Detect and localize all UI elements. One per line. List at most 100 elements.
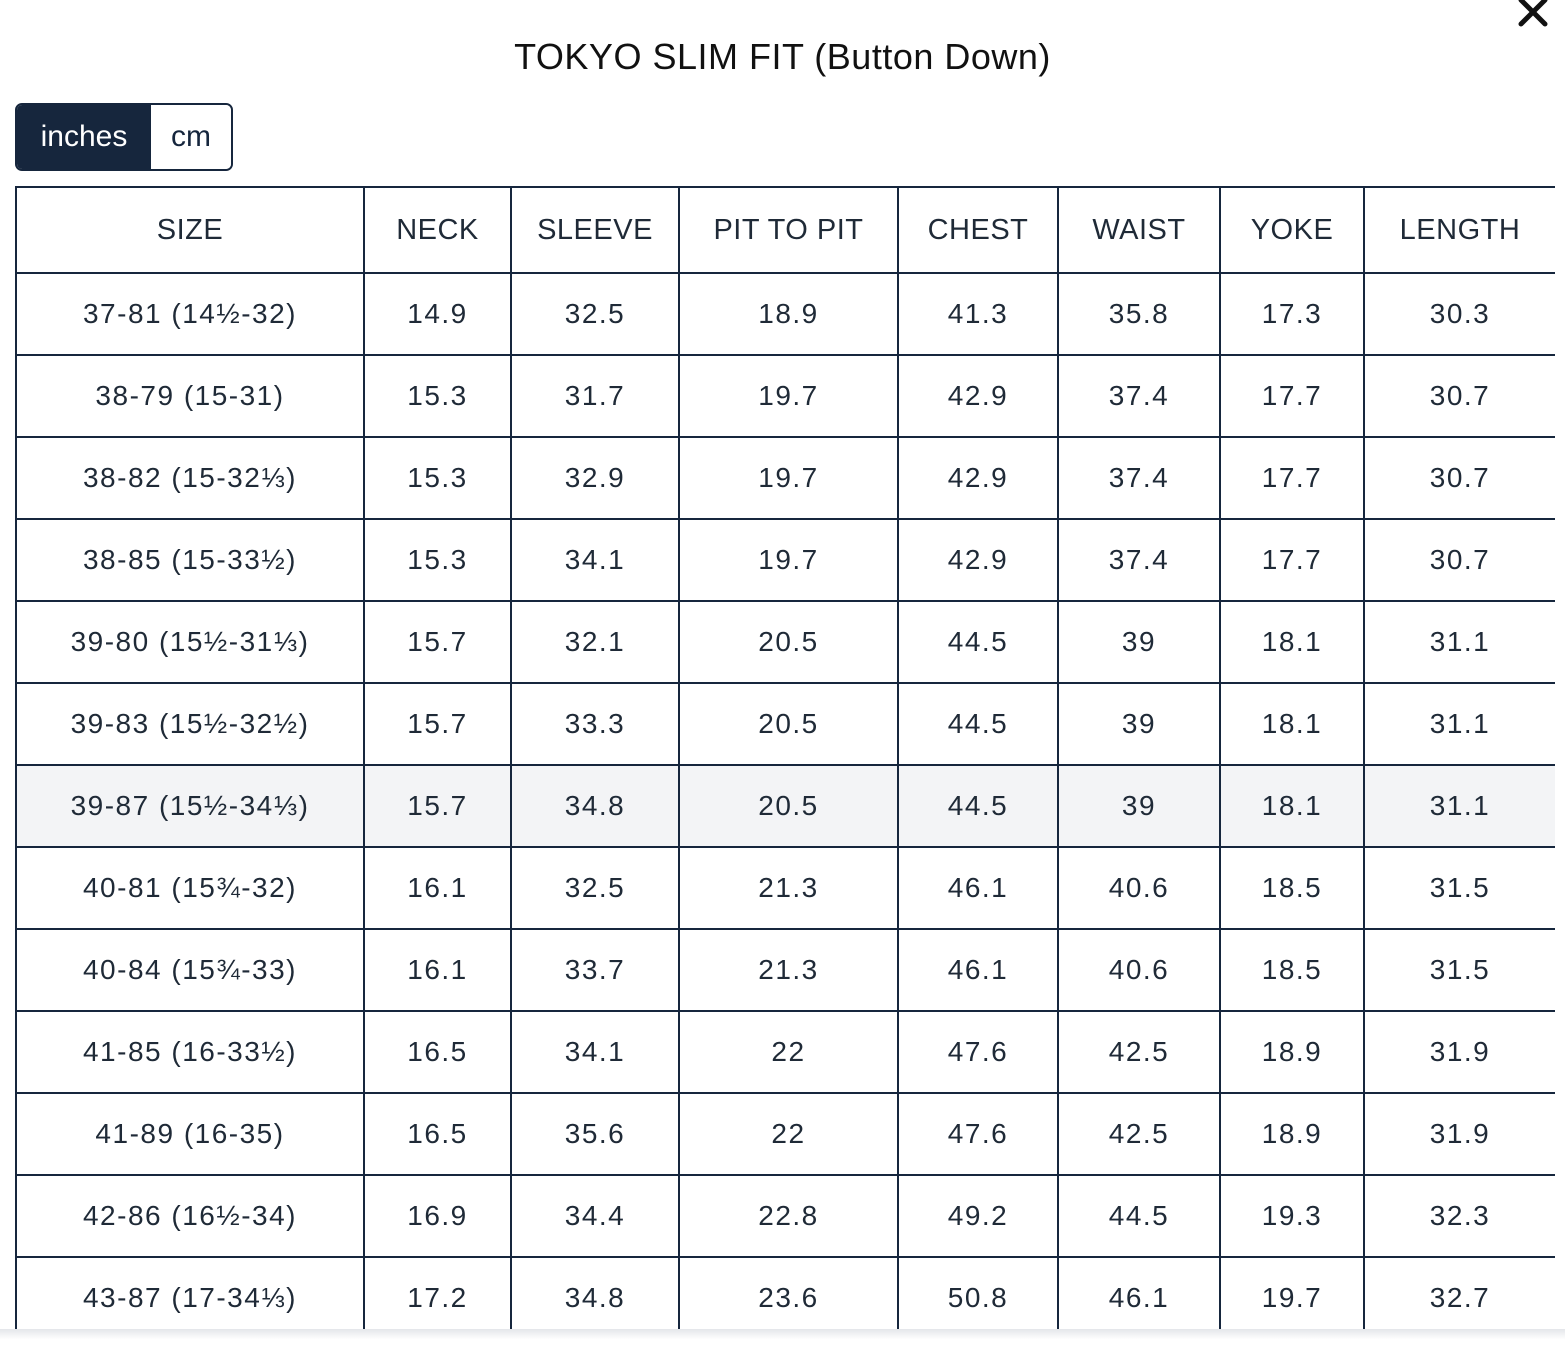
cell-neck: 15.7	[363, 764, 512, 848]
cell-length: 31.1	[1363, 682, 1555, 766]
close-button[interactable]	[1513, 0, 1553, 32]
cell-neck: 16.5	[363, 1010, 512, 1094]
cell-neck: 15.3	[363, 354, 512, 438]
cell-waist: 42.5	[1057, 1010, 1221, 1094]
cell-pit-to-pit: 21.3	[678, 928, 899, 1012]
cell-waist: 40.6	[1057, 846, 1221, 930]
cell-chest: 50.8	[897, 1256, 1059, 1329]
size-table: SIZE NECK SLEEVE PIT TO PIT CHEST WAIST …	[15, 186, 1555, 1329]
cell-chest: 42.9	[897, 436, 1059, 520]
cell-waist: 39	[1057, 682, 1221, 766]
cell-length: 30.7	[1363, 518, 1555, 602]
cell-size: 42-86 (16½-34)	[15, 1174, 365, 1258]
cell-sleeve: 33.7	[510, 928, 680, 1012]
cell-length: 30.7	[1363, 436, 1555, 520]
cell-sleeve: 31.7	[510, 354, 680, 438]
cell-yoke: 18.5	[1219, 846, 1365, 930]
column-header-waist: WAIST	[1057, 186, 1221, 274]
cell-size: 39-80 (15½-31⅓)	[15, 600, 365, 684]
cell-yoke: 17.7	[1219, 518, 1365, 602]
cell-sleeve: 35.6	[510, 1092, 680, 1176]
cell-yoke: 17.3	[1219, 272, 1365, 356]
cell-chest: 41.3	[897, 272, 1059, 356]
cell-length: 32.3	[1363, 1174, 1555, 1258]
cell-neck: 16.5	[363, 1092, 512, 1176]
cell-pit-to-pit: 20.5	[678, 600, 899, 684]
cell-length: 30.7	[1363, 354, 1555, 438]
cell-chest: 47.6	[897, 1092, 1059, 1176]
cell-sleeve: 34.4	[510, 1174, 680, 1258]
cell-yoke: 18.1	[1219, 682, 1365, 766]
cell-neck: 16.1	[363, 846, 512, 930]
cell-length: 31.1	[1363, 600, 1555, 684]
cell-length: 31.9	[1363, 1092, 1555, 1176]
cell-waist: 44.5	[1057, 1174, 1221, 1258]
cell-sleeve: 34.1	[510, 518, 680, 602]
column-header-yoke: YOKE	[1219, 186, 1365, 274]
cell-chest: 46.1	[897, 928, 1059, 1012]
cell-size: 38-79 (15-31)	[15, 354, 365, 438]
column-header-pit-to-pit: PIT TO PIT	[678, 186, 899, 274]
cell-chest: 47.6	[897, 1010, 1059, 1094]
cell-pit-to-pit: 20.5	[678, 764, 899, 848]
size-table-container[interactable]: SIZE NECK SLEEVE PIT TO PIT CHEST WAIST …	[15, 186, 1555, 1329]
cell-chest: 44.5	[897, 600, 1059, 684]
table-row: 37-81 (14½-32) 14.9 32.5 18.9 41.3 35.8 17.3 30…	[15, 272, 1555, 356]
unit-inches-button[interactable]: inches	[17, 105, 151, 169]
cell-sleeve: 33.3	[510, 682, 680, 766]
unit-cm-button[interactable]: cm	[151, 105, 231, 169]
column-header-chest: CHEST	[897, 186, 1059, 274]
cell-sleeve: 34.8	[510, 764, 680, 848]
cell-length: 31.9	[1363, 1010, 1555, 1094]
cell-pit-to-pit: 20.5	[678, 682, 899, 766]
column-header-neck: NECK	[363, 186, 512, 274]
cell-chest: 42.9	[897, 518, 1059, 602]
table-header-row: SIZE NECK SLEEVE PIT TO PIT CHEST WAIST …	[15, 186, 1555, 274]
cell-chest: 44.5	[897, 682, 1059, 766]
cell-yoke: 18.5	[1219, 928, 1365, 1012]
cell-chest: 49.2	[897, 1174, 1059, 1258]
cell-waist: 42.5	[1057, 1092, 1221, 1176]
cell-size: 41-89 (16-35)	[15, 1092, 365, 1176]
table-body: 37-81 (14½-32) 14.9 32.5 18.9 41.3 35.8 17.3 30…	[15, 272, 1555, 1329]
scroll-fade	[0, 1329, 1565, 1355]
cell-size: 37-81 (14½-32)	[15, 272, 365, 356]
cell-size: 41-85 (16-33½)	[15, 1010, 365, 1094]
cell-neck: 17.2	[363, 1256, 512, 1329]
cell-length: 32.7	[1363, 1256, 1555, 1329]
cell-neck: 16.9	[363, 1174, 512, 1258]
cell-pit-to-pit: 19.7	[678, 518, 899, 602]
cell-pit-to-pit: 22.8	[678, 1174, 899, 1258]
close-icon	[1518, 0, 1548, 27]
cell-size: 43-87 (17-34⅓)	[15, 1256, 365, 1329]
table-row: 38-82 (15-32⅓) 15.3 32.9 19.7 42.9 37.4 17.7 30…	[15, 436, 1555, 520]
table-row: 39-80 (15½-31⅓) 15.7 32.1 20.5 44.5 39 18.1 31.…	[15, 600, 1555, 684]
cell-chest: 46.1	[897, 846, 1059, 930]
cell-pit-to-pit: 19.7	[678, 354, 899, 438]
cell-yoke: 18.1	[1219, 600, 1365, 684]
column-header-length: LENGTH	[1363, 186, 1555, 274]
cell-pit-to-pit: 19.7	[678, 436, 899, 520]
cell-length: 31.5	[1363, 928, 1555, 1012]
cell-waist: 39	[1057, 600, 1221, 684]
cell-pit-to-pit: 22	[678, 1010, 899, 1094]
cell-yoke: 18.1	[1219, 764, 1365, 848]
cell-neck: 14.9	[363, 272, 512, 356]
cell-size: 38-85 (15-33½)	[15, 518, 365, 602]
cell-chest: 44.5	[897, 764, 1059, 848]
cell-length: 31.5	[1363, 846, 1555, 930]
size-chart-title: TOKYO SLIM FIT (Button Down)	[514, 36, 1051, 77]
cell-chest: 42.9	[897, 354, 1059, 438]
cell-sleeve: 32.5	[510, 272, 680, 356]
cell-yoke: 19.7	[1219, 1256, 1365, 1329]
table-row: 38-79 (15-31) 15.3 31.7 19.7 42.9 37.4 17.7 30.…	[15, 354, 1555, 438]
cell-pit-to-pit: 21.3	[678, 846, 899, 930]
cell-size: 38-82 (15-32⅓)	[15, 436, 365, 520]
unit-toggle: inches cm	[15, 103, 233, 171]
cell-waist: 35.8	[1057, 272, 1221, 356]
cell-sleeve: 32.9	[510, 436, 680, 520]
table-row: 40-84 (15¾-33) 16.1 33.7 21.3 46.1 40.6 18.5 31…	[15, 928, 1555, 1012]
cell-length: 30.3	[1363, 272, 1555, 356]
cell-yoke: 17.7	[1219, 354, 1365, 438]
